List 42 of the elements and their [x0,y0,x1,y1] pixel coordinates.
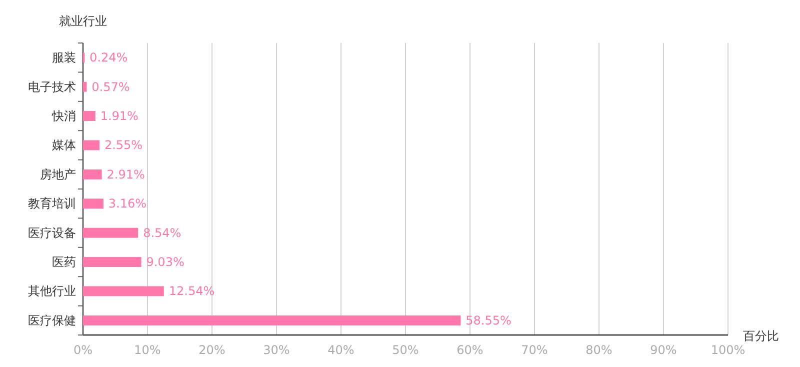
x-tick-label: 100% [710,343,746,357]
bar [83,82,87,92]
y-tick-label: 房地产 [40,167,76,182]
y-tick-label: 教育培训 [28,196,76,211]
bar [83,286,164,296]
data-label: 2.55% [104,138,143,152]
y-tick-label: 服装 [52,50,76,65]
data-label: 2.91% [106,167,145,182]
x-tick-label: 30% [263,343,290,357]
bar [83,169,102,180]
x-tick-label: 70% [521,343,548,357]
x-tick-label: 40% [328,343,354,357]
x-tick-label: 10% [134,343,161,357]
bar [83,315,461,326]
x-tick-label: 50% [392,343,419,357]
y-tick-label: 医药 [52,255,76,269]
x-tick-label: 90% [650,343,677,357]
x-tick-label: 20% [198,343,226,357]
y-tick-label: 电子技术 [28,80,76,94]
x-tick-label: 0% [73,343,93,357]
x-tick-label: 80% [586,343,612,357]
data-label: 8.54% [143,226,182,240]
y-tick-label: 医疗保健 [28,313,76,328]
x-axis-title: 百分比 [743,329,779,343]
data-label: 1.91% [100,109,138,123]
data-label: 58.55% [466,313,512,328]
bar [83,257,142,267]
bar [83,140,100,150]
y-tick-label: 媒体 [52,138,76,152]
bar [83,111,96,121]
y-axis-title: 就业行业 [59,14,107,28]
data-label: 0.24% [90,50,128,65]
bar [83,198,104,209]
y-tick-label: 医疗设备 [28,226,76,240]
y-tick-label: 其他行业 [28,284,76,298]
data-label: 0.57% [92,80,130,94]
x-tick-label: 60% [456,343,484,357]
bar [83,228,138,238]
data-label: 9.03% [146,255,184,269]
data-label: 3.16% [108,196,147,211]
y-tick-label: 快消 [51,109,76,123]
data-label: 12.54% [168,284,215,298]
